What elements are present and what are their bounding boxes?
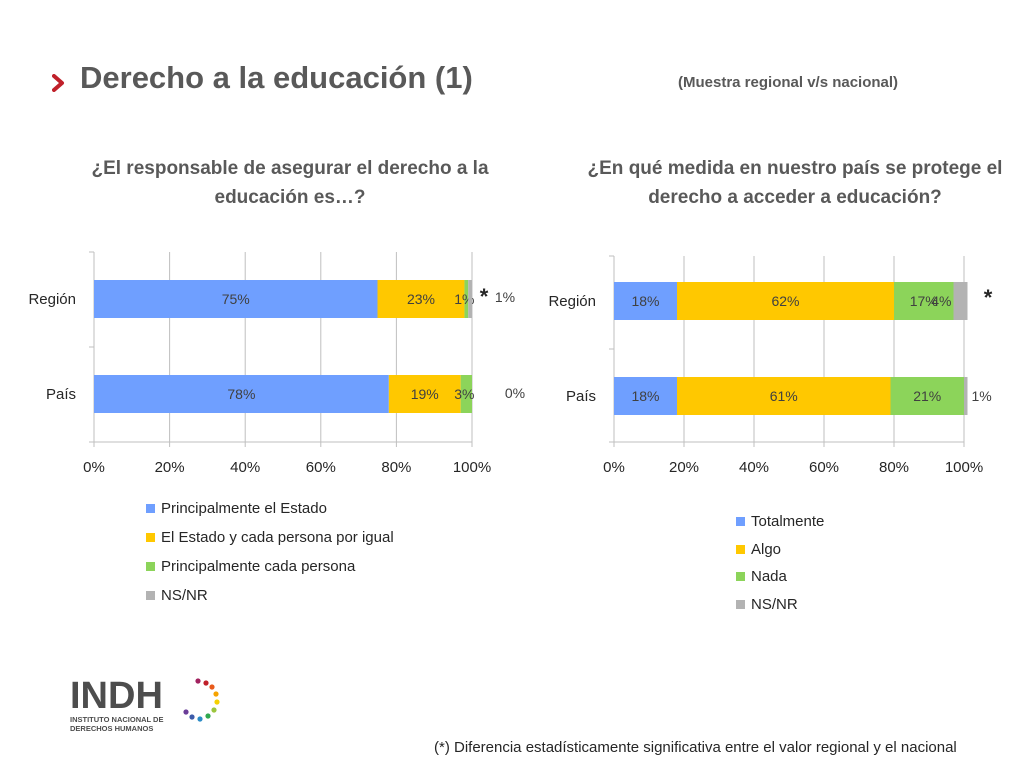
legend-swatch xyxy=(736,517,745,527)
chart-2-legend: Totalmente Algo Nada NS/NR xyxy=(736,508,824,618)
legend-item: Nada xyxy=(736,563,824,591)
data-label: 62% xyxy=(771,293,799,309)
data-label: 23% xyxy=(407,291,435,307)
data-label: 0% xyxy=(505,385,525,401)
x-tick-label: 0% xyxy=(603,459,625,476)
page-title: Derecho a la educación (1) xyxy=(80,60,473,95)
category-label: País xyxy=(566,388,596,405)
bar-segment xyxy=(890,377,964,415)
chart-1-legend: Principalmente el Estado El Estado y cad… xyxy=(146,494,394,610)
x-tick-label: 60% xyxy=(809,459,839,476)
legend-label: Principalmente el Estado xyxy=(161,500,327,517)
chevron-right-icon xyxy=(52,74,64,92)
legend-item: Principalmente cada persona xyxy=(146,552,394,581)
logo-text: INDH xyxy=(70,675,163,717)
x-tick-label: 40% xyxy=(230,459,260,476)
category-label: Región xyxy=(28,291,76,308)
bar-segment xyxy=(464,280,469,318)
x-tick-label: 20% xyxy=(669,459,699,476)
indh-logo: INDH INSTITUTO NACIONAL DE DERECHOS HUMA… xyxy=(70,675,220,733)
significance-marker: * xyxy=(480,284,489,309)
x-tick-label: 80% xyxy=(381,459,411,476)
legend-label: Principalmente cada persona xyxy=(161,558,356,575)
legend-swatch xyxy=(146,562,155,571)
bar-segment xyxy=(953,282,968,320)
chart-1-title: ¿El responsable de asegurar el derecho a… xyxy=(91,158,489,208)
legend-swatch xyxy=(736,572,745,582)
legend-item: El Estado y cada persona por igual xyxy=(146,523,394,552)
legend-item: Algo xyxy=(736,536,824,564)
legend-label: El Estado y cada persona por igual xyxy=(161,529,394,546)
bar-segment xyxy=(377,280,465,318)
legend-item: Totalmente xyxy=(736,508,824,536)
bar-segment xyxy=(94,375,389,413)
bar-segment xyxy=(894,282,954,320)
legend-label: NS/NR xyxy=(751,595,798,613)
logo-line-1: INSTITUTO NACIONAL DE xyxy=(70,715,163,724)
data-label: 19% xyxy=(411,386,439,402)
x-tick-label: 20% xyxy=(155,459,185,476)
significance-marker: * xyxy=(984,285,993,310)
x-tick-label: 0% xyxy=(83,459,105,476)
legend-label: Totalmente xyxy=(751,513,825,531)
legend-swatch xyxy=(146,533,155,542)
data-label: 61% xyxy=(770,388,798,404)
x-tick-label: 80% xyxy=(879,459,909,476)
chart-2-title: ¿En qué medida en nuestro país se proteg… xyxy=(587,158,1003,208)
data-label: 4% xyxy=(931,293,951,309)
bar-segment xyxy=(460,375,472,413)
data-label: 17% xyxy=(910,293,938,309)
legend-swatch xyxy=(146,591,155,600)
data-label: 78% xyxy=(227,386,255,402)
logo-line-2: DERECHOS HUMANOS xyxy=(70,724,153,733)
legend-swatch xyxy=(736,599,745,609)
bar-segment xyxy=(614,377,677,415)
x-tick-label: 100% xyxy=(453,459,491,476)
bar-segment xyxy=(468,280,472,318)
logo-dot-ring xyxy=(183,678,220,722)
bar-segment xyxy=(388,375,461,413)
x-tick-label: 60% xyxy=(306,459,336,476)
x-tick-label: 40% xyxy=(739,459,769,476)
data-label: 3% xyxy=(454,386,474,402)
page-subtitle: (Muestra regional v/s nacional) xyxy=(678,74,899,91)
category-label: Región xyxy=(548,293,596,310)
bar-segment xyxy=(94,280,378,318)
data-label: 1% xyxy=(972,388,992,404)
bar-segment xyxy=(614,282,677,320)
data-label: 18% xyxy=(631,293,659,309)
footnote: (*) Diferencia estadísticamente signific… xyxy=(434,739,957,756)
legend-item: NS/NR xyxy=(146,581,394,610)
bar-segment xyxy=(677,282,894,320)
category-label: País xyxy=(46,386,76,403)
bar-segment xyxy=(677,377,891,415)
data-label: 18% xyxy=(631,388,659,404)
data-label: 75% xyxy=(222,291,250,307)
bar-segment xyxy=(964,377,968,415)
legend-label: Nada xyxy=(751,568,787,586)
legend-label: Algo xyxy=(751,540,782,558)
legend-item: Principalmente el Estado xyxy=(146,494,394,523)
legend-item: NS/NR xyxy=(736,591,824,619)
legend-swatch xyxy=(146,504,155,513)
legend-swatch xyxy=(736,544,745,554)
data-label: 21% xyxy=(913,388,941,404)
legend-label: NS/NR xyxy=(161,587,208,604)
data-label: 1% xyxy=(495,289,515,305)
x-tick-label: 100% xyxy=(945,459,983,476)
